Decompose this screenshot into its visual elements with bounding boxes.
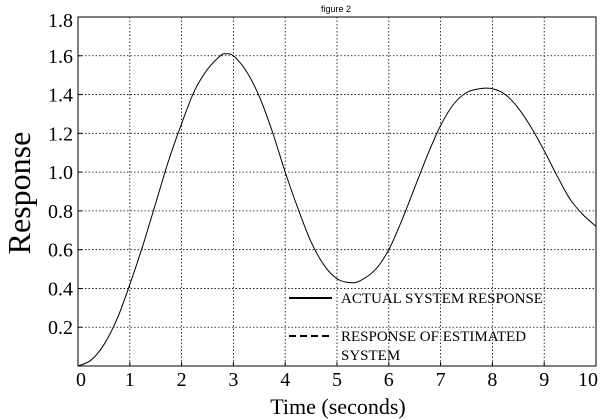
x-tick-labels: 0 1 2 3 4 5 6 7 8 9 10 [76,369,598,391]
y-tick-label: 0.4 [48,278,73,300]
y-tick-label: 0.2 [48,317,73,339]
x-tick-label: 3 [228,369,238,391]
y-tick-label: 1.0 [48,162,73,184]
legend-label-estimated-line1: RESPONSE OF ESTIMATED [341,329,526,345]
y-tick-label: 1.4 [48,85,73,107]
legend: ACTUAL SYSTEM RESPONSE RESPONSE OF ESTIM… [289,291,543,364]
y-axis-label: Response [1,132,37,255]
legend-label-estimated-line2: SYSTEM [341,348,400,364]
x-tick-label: 0 [76,369,86,391]
axis-ticks [77,16,597,366]
x-tick-label: 7 [436,369,446,391]
y-tick-label: 0.8 [48,201,73,223]
x-tick-label: 1 [125,369,135,391]
x-axis-label: Time (seconds) [270,394,405,419]
y-tick-labels: 0.2 0.4 0.6 0.8 1.0 1.2 1.4 1.6 1.8 [48,10,73,339]
x-tick-label: 4 [280,369,290,391]
series-line [77,53,597,367]
chart-title: figure 2 [321,4,351,14]
x-tick-label: 5 [332,369,342,391]
y-tick-label: 1.6 [48,46,73,68]
x-tick-label: 9 [539,369,549,391]
x-tick-label: 2 [177,369,187,391]
y-tick-label: 1.2 [48,123,73,145]
x-tick-label: 10 [578,369,598,391]
x-tick-label: 8 [487,369,497,391]
y-tick-label: 0.6 [48,240,73,262]
y-tick-label: 1.8 [48,10,73,32]
plot-frame [77,16,597,367]
x-tick-label: 6 [384,369,394,391]
series-layer [77,53,597,367]
legend-label-actual: ACTUAL SYSTEM RESPONSE [341,291,543,307]
grid-lines [78,17,596,366]
